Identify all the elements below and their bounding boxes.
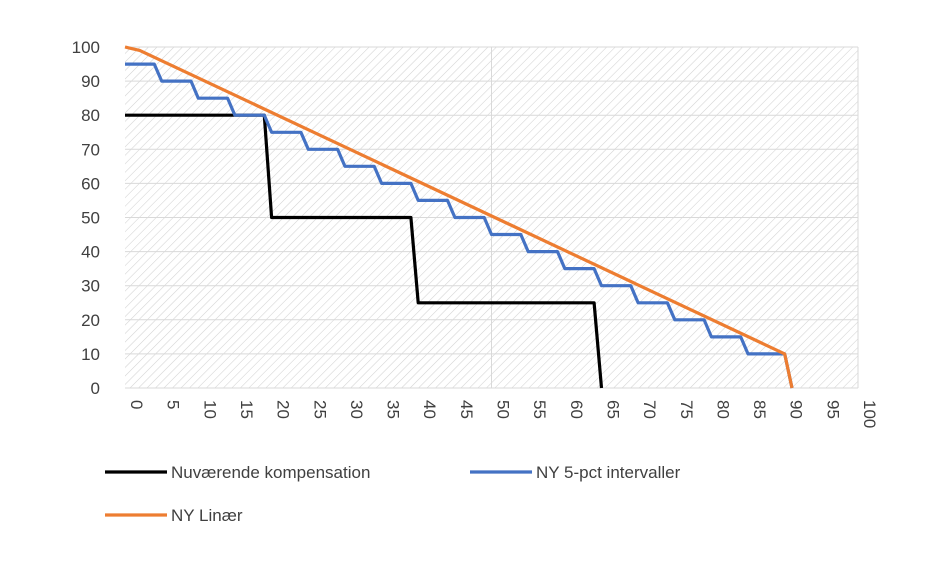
x-tick-label: 55	[530, 400, 549, 419]
x-tick-label: 25	[310, 400, 329, 419]
legend-label-0: Nuværende kompensation	[171, 463, 370, 482]
y-tick-label: 20	[81, 311, 100, 330]
x-tick-label: 20	[274, 400, 293, 419]
y-tick-label: 60	[81, 174, 100, 193]
x-tick-label: 75	[677, 400, 696, 419]
series-line-1	[125, 62, 794, 389]
x-tick-label: 60	[567, 400, 586, 419]
legend-label-1: NY 5-pct intervaller	[536, 463, 681, 482]
x-tick-label: 80	[713, 400, 732, 419]
x-tick-label: 95	[823, 400, 842, 419]
x-tick-label: 70	[640, 400, 659, 419]
x-tick-label: 5	[164, 400, 183, 409]
x-tick-label: 45	[457, 400, 476, 419]
y-tick-label: 0	[91, 379, 100, 398]
y-tick-label: 40	[81, 243, 100, 262]
series-line-2	[124, 45, 794, 389]
x-tick-label: 85	[750, 400, 769, 419]
y-tick-label: 10	[81, 345, 100, 364]
y-tick-label: 100	[72, 38, 100, 57]
series-layer	[124, 45, 794, 389]
x-tick-label: 35	[384, 400, 403, 419]
y-tick-label: 50	[81, 209, 100, 228]
legend: Nuværende kompensation NY 5-pct intervall…	[105, 463, 681, 525]
x-tick-label: 30	[347, 400, 366, 419]
y-tick-label: 30	[81, 277, 100, 296]
x-axis-ticks: 0 5 10 15 20 25 30 35 40 45 50 55 60 65 70 75 80 85 90 95 10…	[127, 400, 879, 428]
x-tick-label: 40	[420, 400, 439, 419]
x-tick-label: 65	[603, 400, 622, 419]
y-tick-label: 80	[81, 106, 100, 125]
legend-label-2: NY Linær	[171, 506, 243, 525]
x-tick-label: 90	[787, 400, 806, 419]
x-tick-label: 15	[237, 400, 256, 419]
x-tick-label: 50	[494, 400, 513, 419]
x-tick-label: 0	[127, 400, 146, 409]
y-axis-ticks: 0 10 20 30 40 50 60 70 80 90 100	[72, 38, 100, 398]
y-tick-label: 90	[81, 72, 100, 91]
y-tick-label: 70	[81, 140, 100, 159]
x-tick-label: 100	[860, 400, 879, 428]
x-tick-label: 10	[200, 400, 219, 419]
